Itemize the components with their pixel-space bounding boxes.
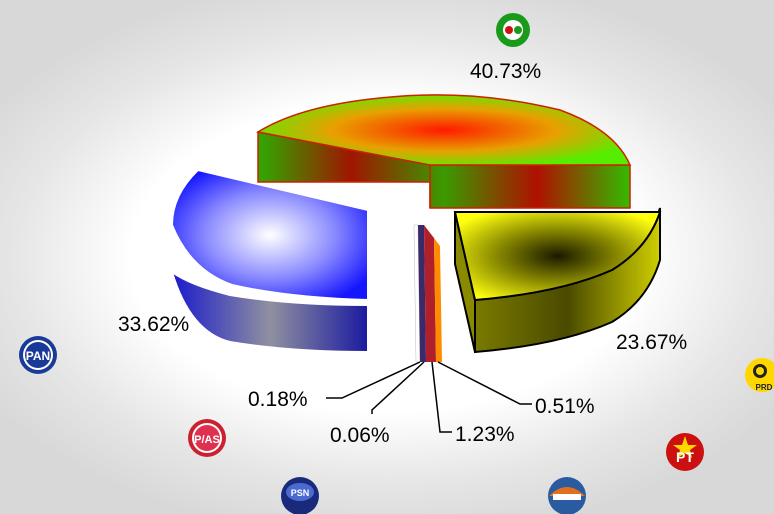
- leader-lines: [326, 361, 532, 433]
- psn-logo-icon: PSN: [281, 477, 319, 514]
- svg-text:PSN: PSN: [291, 488, 310, 498]
- leader-0.51: [437, 361, 532, 405]
- svg-text:PRD: PRD: [756, 383, 773, 392]
- label-0.06: 0.06%: [330, 424, 390, 447]
- pan-logo-icon: PAN: [19, 336, 57, 374]
- leader-0.06: [371, 361, 425, 414]
- slice-23.67: [453, 207, 662, 354]
- thin-slices: [413, 224, 442, 363]
- slice-0.06: [418, 225, 426, 362]
- svg-text:PT: PT: [676, 449, 694, 465]
- slice-0.51: [434, 238, 442, 362]
- leader-0.18: [326, 361, 421, 399]
- svg-text:PAN: PAN: [26, 349, 50, 363]
- label-33.62: 33.62%: [118, 313, 189, 336]
- prd-logo-icon: PRD: [745, 358, 774, 392]
- pas-logo-icon: P/AS: [188, 419, 226, 457]
- leader-1.23: [431, 361, 452, 433]
- label-23.67: 23.67%: [616, 331, 687, 354]
- slice-40.73: [255, 94, 632, 209]
- slice-1.23: [424, 225, 436, 362]
- slice-33.62: [170, 168, 369, 354]
- label-0.51: 0.51%: [535, 395, 595, 418]
- svg-text:P/AS: P/AS: [194, 434, 220, 446]
- pt-logo-icon: PT: [666, 433, 704, 471]
- nueva-alianza-logo-icon: [548, 477, 586, 514]
- label-40.73: 40.73%: [470, 60, 541, 83]
- pri-logo-icon: [496, 13, 530, 47]
- label-1.23: 1.23%: [455, 423, 515, 446]
- label-0.18: 0.18%: [248, 388, 308, 411]
